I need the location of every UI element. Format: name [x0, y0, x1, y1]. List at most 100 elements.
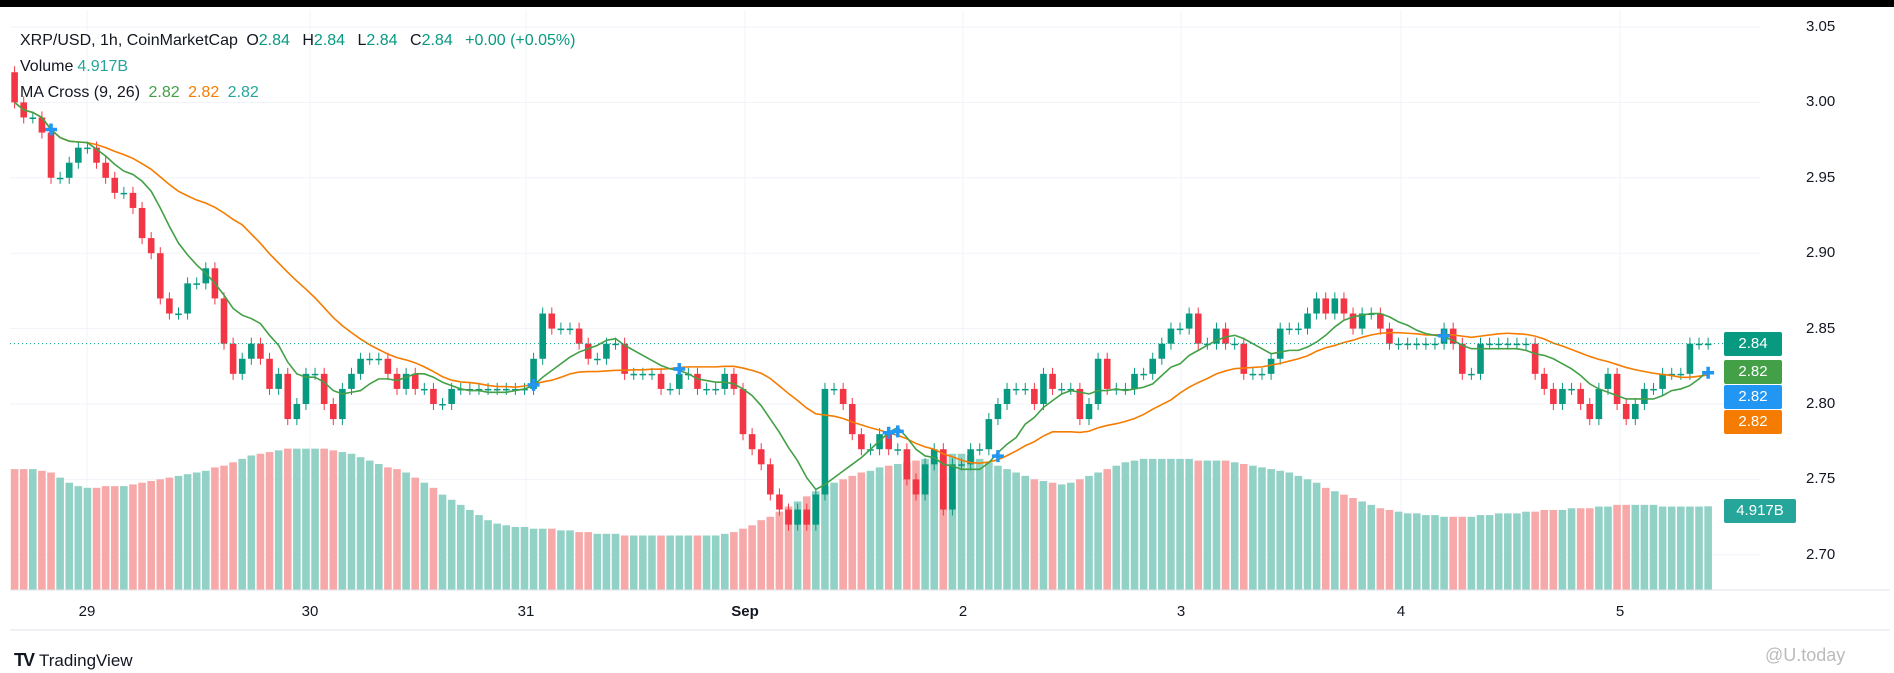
candle-body: [56, 177, 64, 180]
volume-bar: [1148, 458, 1157, 590]
volume-bar: [447, 499, 456, 590]
candle-body: [594, 358, 601, 361]
volume-bar: [1677, 506, 1685, 590]
volume-bar: [839, 479, 847, 590]
volume-bar: [1576, 508, 1585, 590]
candle-body: [421, 388, 428, 391]
volume-bar: [1212, 460, 1221, 590]
volume-bar: [884, 465, 893, 590]
volume-bar: [83, 487, 92, 590]
candle-body: [1222, 328, 1229, 344]
volume-bar: [293, 448, 301, 590]
candle-body: [102, 162, 109, 178]
volume-bar: [875, 467, 884, 590]
candle-body: [949, 464, 956, 510]
volume-bar: [602, 533, 611, 590]
candle-body: [1094, 358, 1102, 404]
candle-body: [1668, 373, 1676, 376]
candle-body: [357, 358, 364, 374]
candle-body: [1249, 373, 1257, 376]
volume-bar: [1121, 462, 1130, 590]
candle-body: [1003, 388, 1011, 404]
candle-body: [694, 373, 701, 389]
candle-body: [548, 313, 556, 329]
volume-bar: [1540, 509, 1549, 590]
candle-body: [1404, 343, 1411, 346]
candle-body: [1167, 328, 1175, 344]
candle-body: [1340, 298, 1348, 314]
volume-bar: [1249, 465, 1257, 590]
ma-cross-marker: [673, 362, 686, 375]
volume-bar: [47, 472, 55, 590]
volume-bar: [1012, 472, 1020, 590]
candle-body: [1049, 373, 1056, 389]
volume-bar: [1595, 506, 1603, 590]
volume-bar: [675, 535, 684, 590]
candle-body: [1577, 388, 1584, 404]
volume-bar: [1358, 501, 1366, 590]
volume-bar: [1549, 509, 1558, 590]
legend-close-label: C: [410, 32, 422, 49]
time-tick: 30: [301, 603, 319, 620]
legend-volume: Volume 4.917B: [20, 58, 132, 76]
candle-body: [184, 283, 191, 314]
candle-body: [830, 388, 838, 391]
volume-bar: [966, 455, 975, 590]
candle-body: [320, 373, 328, 404]
volume-bar: [830, 482, 838, 590]
volume-bar: [147, 481, 155, 590]
volume-bar: [629, 535, 638, 590]
volume-bar: [1531, 511, 1539, 590]
candle-body: [311, 373, 319, 376]
legend-ma-cross: MA Cross (9, 26) 2.82 2.82 2.82: [20, 84, 263, 102]
volume-bar: [748, 525, 756, 590]
candle-body: [912, 479, 920, 495]
legend-ma-fast-value: 2.82: [148, 84, 180, 101]
candle-body: [47, 132, 55, 178]
candle-body: [530, 358, 537, 389]
volume-bar: [1431, 515, 1439, 590]
candle-body: [1641, 388, 1648, 404]
candle-body: [466, 388, 474, 391]
price-tick: 2.80: [1806, 395, 1836, 412]
volume-bar: [1613, 504, 1621, 590]
volume-bar: [939, 455, 948, 590]
volume-bar: [120, 486, 128, 590]
candle-body: [748, 434, 756, 450]
candle-body: [621, 343, 628, 374]
volume-bar: [493, 523, 501, 590]
tradingview-brand[interactable]: TV TradingView: [14, 650, 133, 671]
legend-ma-label: MA Cross (9, 26): [20, 84, 141, 101]
candle-body: [284, 373, 292, 420]
candle-body: [1677, 373, 1685, 376]
price-tick: 2.90: [1806, 244, 1836, 262]
volume-bar: [866, 470, 875, 590]
volume-bar: [1704, 506, 1712, 590]
candle-body: [1140, 373, 1147, 376]
ma-cross-marker: [527, 378, 540, 391]
volume-bar: [320, 448, 328, 590]
price-tick: 3.00: [1806, 93, 1836, 111]
volume-bar: [347, 453, 356, 590]
volume-bar: [730, 532, 738, 590]
candle-body: [666, 388, 674, 391]
candle-body: [821, 388, 829, 495]
volume-bar: [484, 520, 492, 590]
candle-body: [1295, 328, 1302, 331]
volume-bar: [1649, 504, 1658, 590]
candle-body: [1431, 343, 1439, 346]
time-tick: 2: [958, 603, 968, 620]
volume-bar: [1376, 508, 1385, 590]
volume-bar: [593, 533, 602, 590]
volume-bar: [302, 448, 310, 590]
candle-body: [1031, 388, 1038, 404]
ma-slow-tag: 2.82: [1724, 410, 1782, 434]
legend-ohlc: XRP/USD, 1h, CoinMarketCap O2.84 H2.84 L…: [20, 32, 579, 50]
price-tick: 3.05: [1806, 18, 1836, 35]
ma-fast-tag: 2.82: [1724, 360, 1782, 384]
volume-bar: [1640, 504, 1649, 590]
ma-fast-line: [14, 101, 1709, 491]
candle-body: [639, 373, 647, 376]
price-tick: 2.75: [1806, 470, 1836, 488]
